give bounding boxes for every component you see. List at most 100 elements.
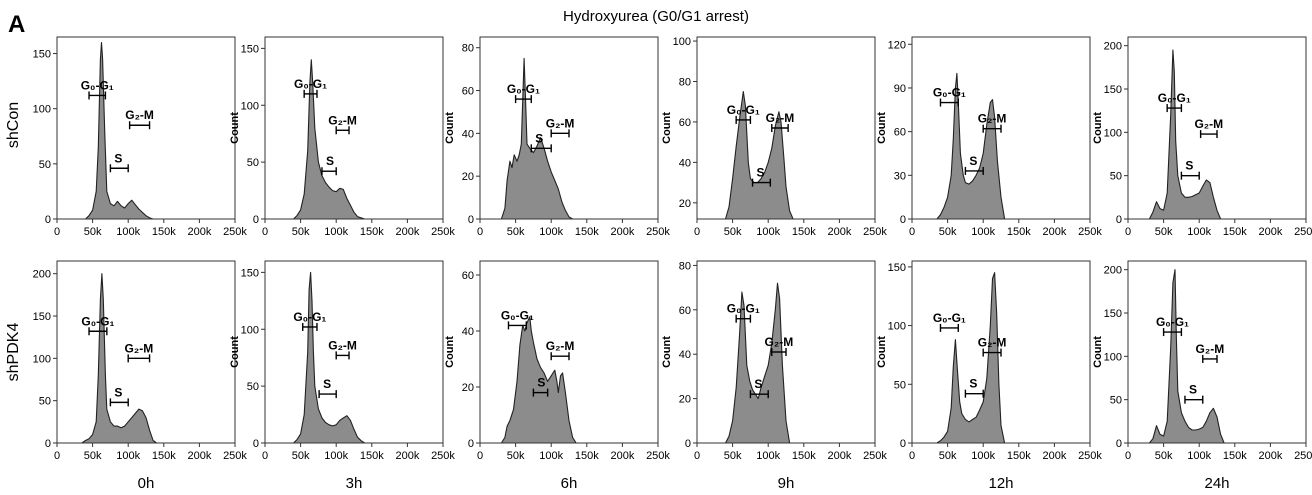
plot-frame — [1127, 260, 1307, 444]
y-tick-label: 60 — [679, 117, 691, 129]
y-tick-label: 150 — [1104, 308, 1122, 320]
y-tick-label: 40 — [462, 326, 474, 338]
y-tick-label: 0 — [45, 214, 51, 226]
x-tick-label: 150k — [575, 226, 599, 238]
gate-label: G₂-M — [1194, 117, 1223, 131]
y-tick-label: 0 — [900, 438, 906, 450]
figure-title: Hydroxyurea (G0/G1 arrest) — [563, 8, 749, 25]
x-tick-label: 200k — [187, 450, 211, 462]
time-label-24h: 24h — [1204, 475, 1229, 492]
x-tick-label: 50k — [724, 450, 742, 462]
y-axis-label: Count — [1092, 112, 1104, 144]
x-tick-label: 100k — [756, 450, 780, 462]
histogram-area — [500, 57, 574, 220]
histogram-shcon-12h: 0 50k 100k 150k 200k 250k 0 30 60 90 120 Count G₀-G₁… — [876, 36, 1102, 238]
x-tick-label: 200k — [395, 450, 419, 462]
y-axis-label: Count — [229, 336, 241, 368]
x-tick-label: 150k — [575, 450, 599, 462]
gate-label: G₀-G₁ — [727, 103, 760, 117]
x-tick-label: 250k — [863, 226, 887, 238]
y-axis-label: Count — [1092, 336, 1104, 368]
x-tick-label: 50k — [84, 450, 102, 462]
y-tick-label: 50 — [247, 381, 259, 393]
x-tick-label: 50k — [939, 226, 957, 238]
x-tick-label: 200k — [1258, 450, 1282, 462]
row-label-shpdk4: shPDK4 — [5, 323, 22, 382]
y-tick-label: 20 — [462, 382, 474, 394]
histogram-area — [84, 41, 158, 220]
x-tick-label: 100k — [539, 226, 563, 238]
time-label-6h: 6h — [561, 475, 578, 492]
histogram-shcon-9h: 0 50k 100k 150k 200k 250k 20 40 60 80 100 Count G₀-G… — [661, 36, 887, 238]
y-tick-label: 0 — [45, 438, 51, 450]
x-tick-label: 200k — [610, 226, 634, 238]
x-tick-label: 0 — [262, 450, 268, 462]
x-tick-label: 0 — [1125, 450, 1131, 462]
x-tick-label: 250k — [431, 450, 455, 462]
x-tick-label: 100k — [116, 450, 140, 462]
histogram-shpdk4-12h: 0 50k 100k 150k 200k 250k 0 50 100 150 Count G₀-G₁ S… — [876, 260, 1102, 462]
x-tick-label: 0 — [694, 226, 700, 238]
y-tick-label: 100 — [33, 353, 51, 365]
y-tick-label: 40 — [679, 157, 691, 169]
y-tick-label: 50 — [1110, 395, 1122, 407]
histogram-shpdk4-0h: 0 50k 100k 150k 200k 250k 0 50 100 150 200 G₀-G₁ S G₂… — [33, 260, 247, 462]
histogram-area — [724, 282, 791, 444]
y-tick-label: 150 — [33, 311, 51, 323]
x-tick-label: 200k — [1042, 450, 1066, 462]
histogram-area — [1148, 269, 1225, 444]
x-tick-label: 250k — [1294, 226, 1312, 238]
x-tick-label: 50k — [507, 450, 525, 462]
y-axis-label: Count — [876, 112, 888, 144]
x-tick-label: 250k — [646, 226, 670, 238]
histogram-area — [292, 59, 366, 220]
x-tick-label: 50k — [84, 226, 102, 238]
gate-label: S — [754, 377, 762, 391]
row-label-shcon: shCon — [5, 102, 22, 148]
y-axis-label: Count — [661, 112, 673, 144]
y-tick-label: 50 — [247, 157, 259, 169]
plot-frame — [911, 36, 1091, 220]
x-tick-label: 0 — [477, 226, 483, 238]
x-tick-label: 100k — [971, 450, 995, 462]
histogram-shpdk4-3h: 0 50k 100k 150k 200k 250k 0 50 100 150 Count G₀-G₁ S… — [229, 260, 455, 462]
y-tick-label: 80 — [679, 260, 691, 272]
gate-label: S — [323, 377, 331, 391]
y-tick-label: 0 — [1116, 438, 1122, 450]
gate-label: G₀-G₁ — [507, 82, 540, 96]
x-tick-label: 50k — [1155, 450, 1173, 462]
y-tick-label: 100 — [33, 104, 51, 116]
y-tick-label: 0 — [685, 438, 691, 450]
gate-label: S — [1189, 383, 1197, 397]
y-tick-label: 20 — [462, 171, 474, 183]
x-tick-label: 150k — [1223, 226, 1247, 238]
histogram-shcon-24h: 0 50k 100k 150k 200k 250k 0 50 100 150 200 Count G₀-… — [1092, 36, 1312, 238]
y-tick-label: 0 — [468, 438, 474, 450]
plot-frame — [264, 260, 444, 444]
gate-label: S — [969, 377, 977, 391]
y-tick-label: 100 — [888, 321, 906, 333]
histogram-shpdk4-9h: 0 50k 100k 150k 200k 250k 0 20 40 60 80 Count G₀-G₁ S… — [661, 260, 887, 462]
y-tick-label: 50 — [1110, 171, 1122, 183]
x-tick-label: 150k — [1007, 450, 1031, 462]
x-tick-label: 200k — [187, 226, 211, 238]
plot-frame — [264, 36, 444, 220]
y-axis-label: Count — [229, 112, 241, 144]
gate-label: S — [114, 385, 122, 399]
y-tick-label: 150 — [241, 43, 259, 55]
y-tick-label: 60 — [462, 270, 474, 282]
gate-label: S — [1185, 159, 1193, 173]
histogram-shcon-0h: 0 50k 100k 150k 200k 250k 0 50 100 150 G₀-G₁ S G₂-M — [33, 36, 247, 238]
histogram-area — [81, 273, 158, 444]
x-tick-label: 150k — [152, 450, 176, 462]
gate-label: G₂-M — [125, 341, 154, 355]
y-tick-label: 100 — [673, 36, 691, 48]
y-axis-label: Count — [661, 336, 673, 368]
y-tick-label: 0 — [253, 438, 259, 450]
gate-label: G₀-G₁ — [933, 86, 966, 100]
x-tick-label: 100k — [116, 226, 140, 238]
histogram-area — [500, 316, 577, 444]
plot-frame — [479, 260, 659, 444]
x-tick-label: 50k — [292, 450, 310, 462]
